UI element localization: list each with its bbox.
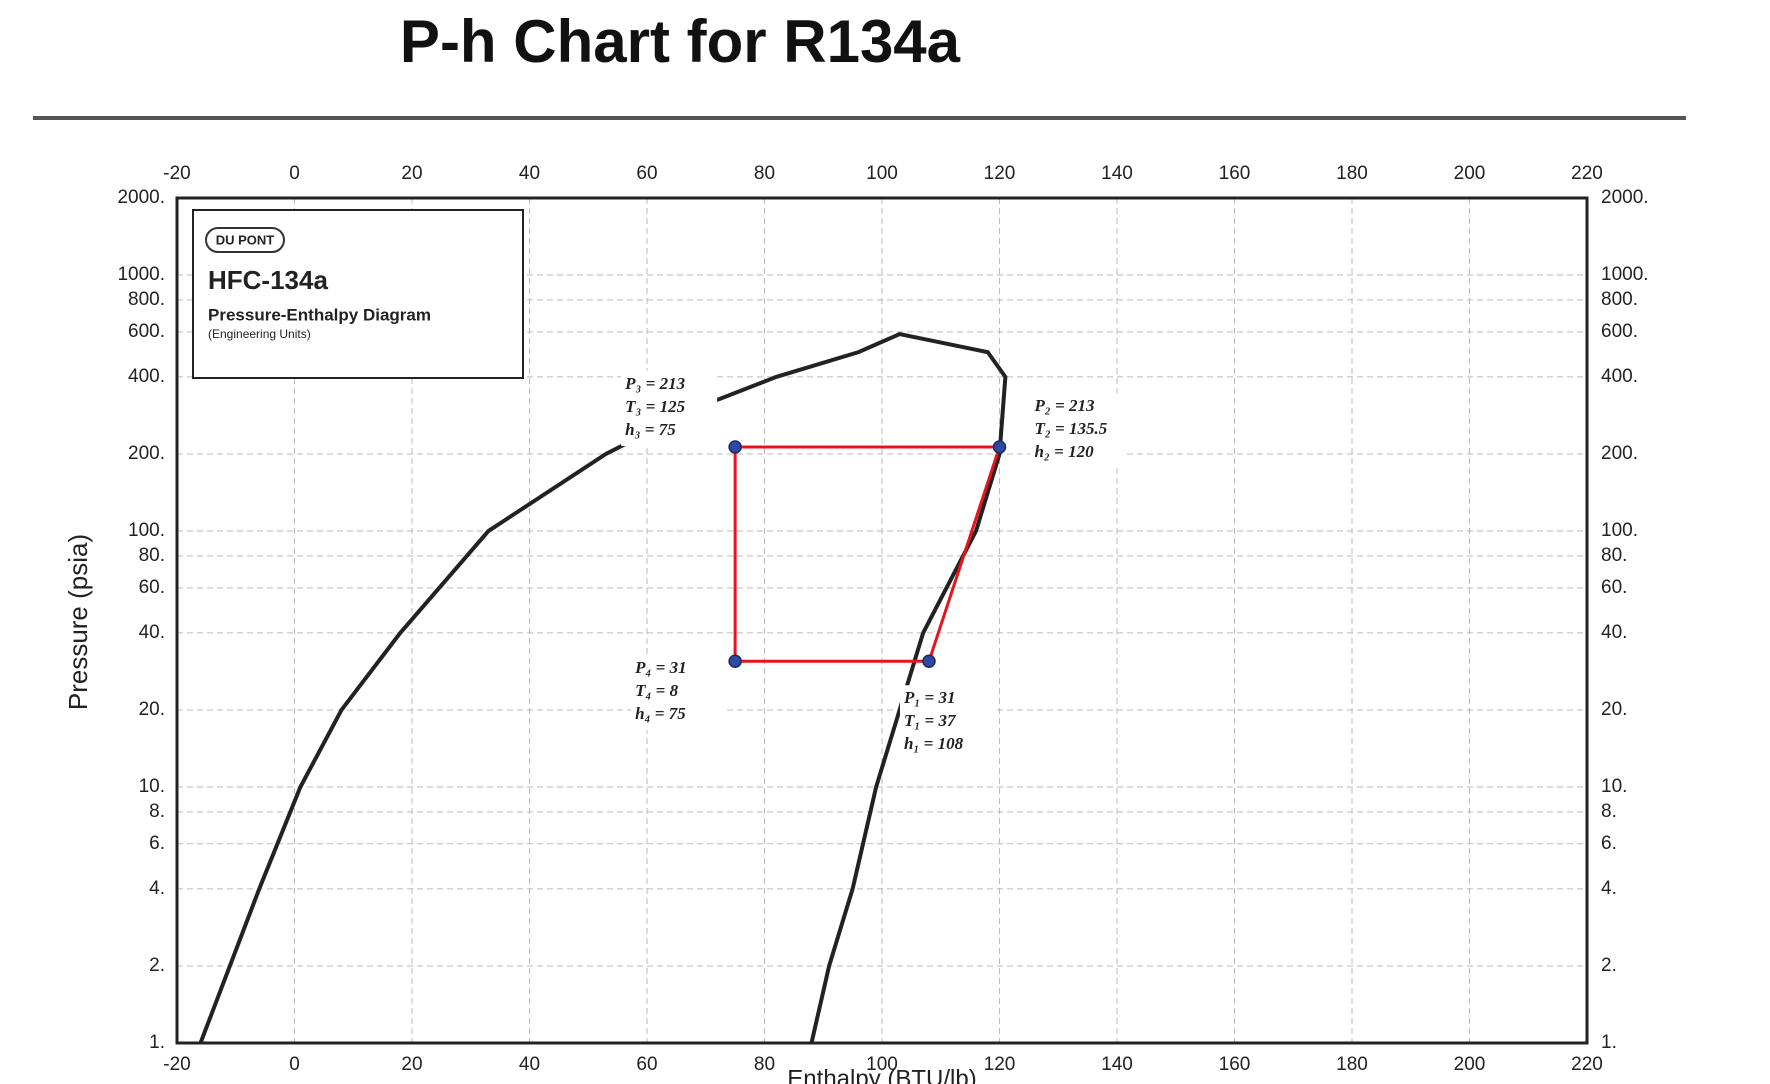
y-tick-label: 10. xyxy=(139,776,165,797)
y-tick-label: 20. xyxy=(139,699,165,720)
y-tick-label: 80. xyxy=(139,545,165,566)
annotation: P₂ = 213 xyxy=(1034,396,1095,415)
y-tick-label-right: 4. xyxy=(1601,878,1617,899)
y-tick-label: 2000. xyxy=(117,187,165,208)
annotation: h₂ = 120 xyxy=(1035,442,1095,461)
x-tick-label: 120 xyxy=(984,1054,1016,1075)
x-tick-label: 220 xyxy=(1571,1054,1603,1075)
y-tick-label: 6. xyxy=(149,833,165,854)
y-tick-label: 1. xyxy=(149,1032,165,1053)
state-point xyxy=(922,654,936,668)
annotation: T₂ = 135.5 xyxy=(1035,419,1108,438)
y-tick-label: 2. xyxy=(149,955,165,976)
annotation: P₃ = 213 xyxy=(624,374,685,393)
y-tick-label-right: 200. xyxy=(1601,443,1638,464)
x-tick-label-top: 40 xyxy=(519,163,540,184)
plot-frame xyxy=(175,196,1589,1045)
y-tick-label: 4. xyxy=(149,878,165,899)
x-tick-label-top: 160 xyxy=(1219,163,1251,184)
x-tick-label-top: 180 xyxy=(1336,163,1368,184)
x-tick-label: 40 xyxy=(519,1054,540,1075)
x-tick-label: 60 xyxy=(636,1054,657,1075)
logo: DU PONT xyxy=(216,232,275,247)
y-tick-label: 600. xyxy=(128,321,165,342)
y-tick-label: 200. xyxy=(128,443,165,464)
x-tick-label-top: 0 xyxy=(289,163,300,184)
y-tick-label-right: 800. xyxy=(1601,289,1638,310)
x-tick-label: 0 xyxy=(289,1054,300,1075)
x-tick-label-top: 80 xyxy=(754,163,775,184)
y-tick-label-right: 100. xyxy=(1601,520,1638,541)
inset-name: HFC-134a xyxy=(208,265,328,295)
y-tick-label-right: 1. xyxy=(1601,1032,1617,1053)
annotation: h₄ = 75 xyxy=(635,704,686,723)
x-tick-label: 100 xyxy=(866,1054,898,1075)
y-tick-label: 8. xyxy=(149,801,165,822)
y-tick-label-right: 40. xyxy=(1601,622,1627,643)
annotation: T₁ = 37 xyxy=(904,711,957,730)
x-tick-label: 180 xyxy=(1336,1054,1368,1075)
y-tick-label-right: 60. xyxy=(1601,577,1627,598)
annotation: h₁ = 108 xyxy=(904,734,964,753)
state-point xyxy=(992,440,1007,454)
annotation: P₁ = 31 xyxy=(903,688,956,707)
y-tick-label-right: 600. xyxy=(1601,321,1638,342)
x-tick-label: 160 xyxy=(1219,1054,1251,1075)
annotation-bg xyxy=(631,655,728,731)
y-tick-label-right: 6. xyxy=(1601,833,1617,854)
x-tick-label-top: 60 xyxy=(636,163,657,184)
annotation: T₄ = 8 xyxy=(635,681,678,700)
annotation-bg xyxy=(621,370,718,446)
state-point xyxy=(728,440,742,454)
x-tick-label-top: 20 xyxy=(401,163,422,184)
inset-box xyxy=(192,209,524,379)
x-tick-label-top: -20 xyxy=(163,163,190,184)
saturation-curve xyxy=(198,332,1008,1044)
x-tick-label: -20 xyxy=(163,1054,190,1075)
x-tick-label-top: 120 xyxy=(984,163,1016,184)
y-tick-label: 40. xyxy=(139,622,165,643)
y-tick-label: 100. xyxy=(128,520,165,541)
y-tick-label-right: 20. xyxy=(1601,699,1627,720)
annotation-bg xyxy=(1030,392,1127,468)
inset: DU PONT HFC-134a Pressure-Enthalpy Diagr… xyxy=(192,209,524,379)
y-tick-label: 400. xyxy=(128,366,165,387)
y-axis-label: Pressure (psia) xyxy=(63,534,93,710)
y-tick-label-right: 400. xyxy=(1601,366,1638,387)
y-tick-label: 1000. xyxy=(117,264,165,285)
x-tick-label: 80 xyxy=(754,1054,775,1075)
chart-title: P-h Chart for R134a xyxy=(400,8,961,75)
y-tick-label-right: 80. xyxy=(1601,545,1627,566)
inset-subtitle: Pressure-Enthalpy Diagram xyxy=(208,305,431,324)
x-tick-label: 20 xyxy=(401,1054,422,1075)
annotation: P₄ = 31 xyxy=(634,658,687,677)
inset-note: (Engineering Units) xyxy=(208,327,311,341)
cycle-line xyxy=(733,445,1002,663)
y-tick-label-right: 8. xyxy=(1601,801,1617,822)
y-tick-label: 800. xyxy=(128,289,165,310)
x-tick-label-top: 220 xyxy=(1571,163,1603,184)
x-tick-label-top: 100 xyxy=(866,163,898,184)
y-tick-label-right: 2000. xyxy=(1601,187,1649,208)
y-tick-label-right: 1000. xyxy=(1601,264,1649,285)
y-tick-label-right: 2. xyxy=(1601,955,1617,976)
y-tick-label: 60. xyxy=(139,577,165,598)
annotation: h₃ = 75 xyxy=(625,420,676,439)
x-tick-label-top: 140 xyxy=(1101,163,1133,184)
state-point xyxy=(728,654,742,668)
x-axis-label: Enthalpy (BTU/lb) xyxy=(787,1065,976,1084)
x-tick-label: 140 xyxy=(1101,1054,1133,1075)
y-tick-label-right: 10. xyxy=(1601,776,1627,797)
x-tick-label: 200 xyxy=(1454,1054,1486,1075)
x-tick-label-top: 200 xyxy=(1454,163,1486,184)
logo-frame xyxy=(205,227,285,253)
annotation: T₃ = 125 xyxy=(625,397,685,416)
annotation-bg xyxy=(900,685,996,761)
